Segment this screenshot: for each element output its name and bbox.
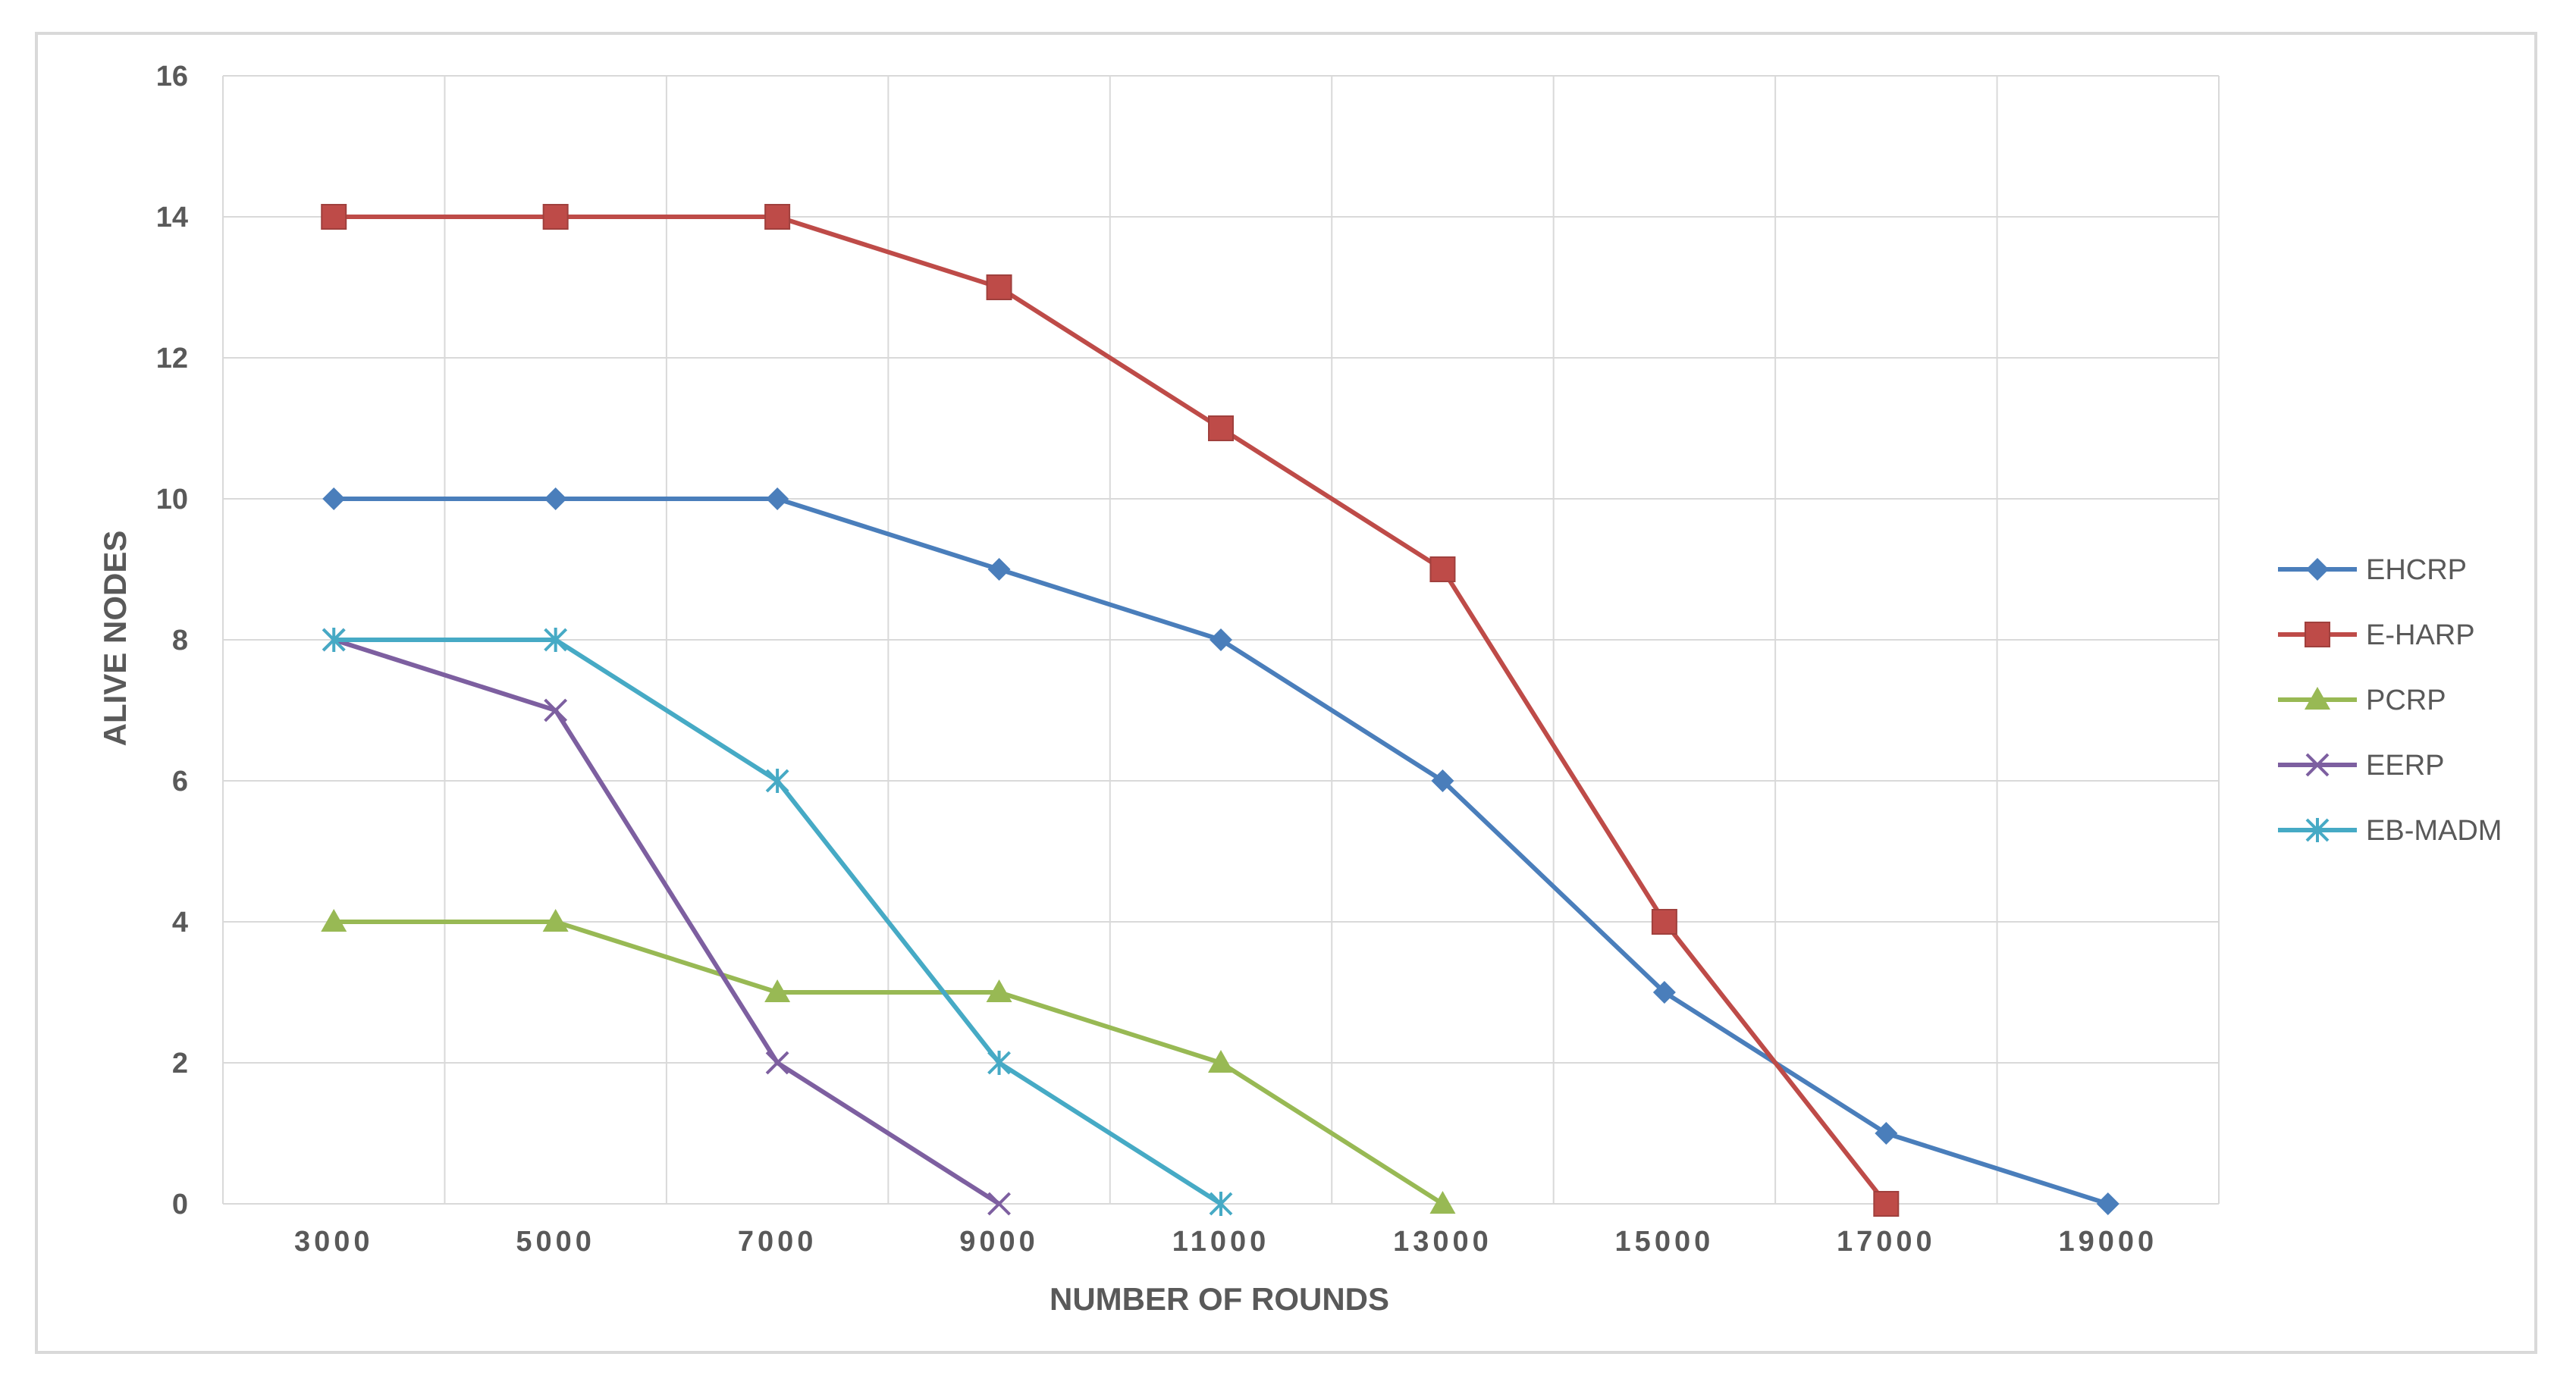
legend-label: PCRP xyxy=(2366,685,2446,716)
y-tick-label: 10 xyxy=(156,484,188,515)
data-point xyxy=(1651,909,1677,935)
legend-item-eerp: EERP xyxy=(2278,750,2444,782)
y-tick-label: 8 xyxy=(172,625,188,656)
data-point xyxy=(1208,415,1234,441)
data-point xyxy=(322,628,346,652)
data-point xyxy=(987,1051,1011,1075)
series-line-pcrp xyxy=(334,920,1445,1206)
data-point xyxy=(765,769,789,793)
y-tick-label: 14 xyxy=(156,202,188,233)
series-pcrp xyxy=(321,909,1456,1214)
data-point xyxy=(1431,769,1454,792)
data-point xyxy=(987,558,1011,581)
data-point xyxy=(1429,556,1456,582)
data-point xyxy=(1429,1191,1456,1214)
legend-marker xyxy=(2305,753,2330,777)
series-eb-madm xyxy=(322,628,1233,1216)
series-line-eerp xyxy=(333,638,1001,1206)
chart-frame xyxy=(35,32,2537,1354)
data-point xyxy=(542,204,569,230)
data-point xyxy=(542,909,569,932)
data-point xyxy=(764,204,791,230)
data-point xyxy=(766,487,789,510)
data-point xyxy=(322,487,346,510)
x-tick-label: 5000 xyxy=(516,1226,595,1258)
data-point xyxy=(1208,1050,1234,1073)
data-point xyxy=(321,204,347,230)
legend-marker xyxy=(2305,687,2330,710)
legend-label: E-HARP xyxy=(2366,619,2475,651)
y-tick-label: 0 xyxy=(172,1189,188,1220)
y-axis-title: ALIVE NODES xyxy=(97,531,133,747)
data-point xyxy=(1875,1122,1898,1145)
data-point xyxy=(1209,1192,1233,1216)
data-point xyxy=(764,979,791,1002)
data-point xyxy=(986,274,1012,300)
x-tick-label: 13000 xyxy=(1393,1226,1492,1258)
data-point xyxy=(1873,1191,1900,1217)
data-point xyxy=(544,698,568,722)
data-point xyxy=(544,628,568,652)
data-point xyxy=(986,979,1012,1002)
series-ehcrp xyxy=(322,487,2119,1215)
data-point xyxy=(321,909,347,932)
legend-marker xyxy=(2305,818,2330,842)
y-tick-label: 2 xyxy=(172,1048,188,1079)
legend-label: EB-MADM xyxy=(2366,815,2502,847)
legend-item-e-harp: E-HARP xyxy=(2278,619,2475,651)
data-point xyxy=(1210,628,1232,651)
data-series xyxy=(321,204,2119,1217)
series-line-ehcrp xyxy=(334,497,2109,1206)
data-point xyxy=(765,1051,789,1075)
axis-tick-labels: 0 2 4 6 8 10 12 14 16 3000 5000 7000 9000 11000 13000 1… xyxy=(156,61,2157,1258)
series-line-e-harp xyxy=(334,215,1888,1205)
x-axis-title: NUMBER OF ROUNDS xyxy=(1050,1281,1389,1317)
data-point xyxy=(544,487,567,510)
legend-item-pcrp: PCRP xyxy=(2278,685,2446,716)
x-tick-label: 3000 xyxy=(294,1226,374,1258)
legend-item-eb-madm: EB-MADM xyxy=(2278,815,2502,847)
legend-label: EERP xyxy=(2366,750,2444,782)
y-tick-label: 16 xyxy=(156,61,188,92)
x-tick-label: 15000 xyxy=(1615,1226,1715,1258)
legend: EHCRP E-HARP PCRP EERP EB-MADM xyxy=(2278,554,2502,847)
series-e-harp xyxy=(321,204,1900,1217)
x-tick-label: 19000 xyxy=(2058,1226,2157,1258)
data-point xyxy=(1652,981,1676,1004)
y-tick-label: 12 xyxy=(156,343,188,374)
x-tick-label: 11000 xyxy=(1172,1226,1270,1258)
legend-label: EHCRP xyxy=(2366,554,2467,586)
y-tick-label: 4 xyxy=(172,907,188,938)
x-tick-label: 9000 xyxy=(959,1226,1039,1258)
legend-marker xyxy=(2306,558,2329,581)
data-point xyxy=(2096,1192,2119,1215)
x-tick-label: 7000 xyxy=(738,1226,817,1258)
legend-marker xyxy=(2305,622,2330,647)
data-point xyxy=(987,1192,1011,1216)
y-tick-label: 6 xyxy=(172,766,188,797)
legend-item-ehcrp: EHCRP xyxy=(2278,554,2467,586)
x-tick-label: 17000 xyxy=(1837,1226,1936,1258)
